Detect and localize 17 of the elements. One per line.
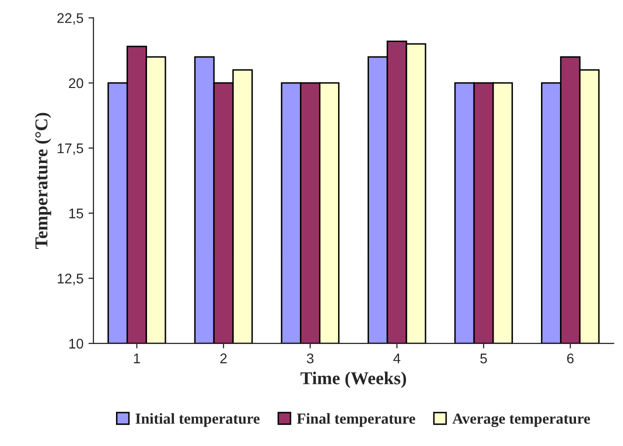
x-tick-label: 1	[134, 354, 140, 364]
x-tick-label: 6	[567, 354, 574, 364]
legend-label: Average temperature	[452, 414, 590, 428]
x-tick-label: 3	[306, 354, 314, 364]
y-tick-label: 15	[69, 208, 84, 218]
x-tick-label: 4	[393, 354, 400, 364]
y-tick-label: 17,5	[58, 144, 84, 155]
y-tick-label: 12,5	[58, 274, 84, 286]
legend-label: Initial temperature	[136, 413, 260, 427]
y-tick-label: 20	[68, 78, 84, 88]
legend-label: Final temperature	[296, 413, 416, 427]
x-axis-title: Time (Weeks)	[300, 372, 406, 388]
y-axis-title: Temperature (°C)	[34, 112, 52, 249]
x-tick-label: 2	[220, 354, 227, 364]
x-tick-label: 5	[480, 354, 487, 364]
y-tick-label: 22,5	[57, 13, 84, 25]
y-tick-label: 10	[69, 338, 84, 349]
